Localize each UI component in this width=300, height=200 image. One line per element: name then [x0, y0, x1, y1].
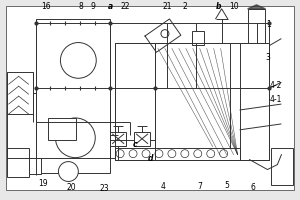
Circle shape: [207, 150, 215, 158]
Bar: [7, 72, 32, 114]
Circle shape: [168, 150, 176, 158]
Circle shape: [181, 150, 189, 158]
Bar: [272, 148, 293, 185]
Text: 20: 20: [67, 183, 76, 192]
Text: c: c: [132, 140, 137, 149]
Text: 22: 22: [121, 2, 130, 11]
Text: 5: 5: [225, 181, 230, 190]
Text: b: b: [215, 2, 221, 11]
Text: 10: 10: [230, 2, 239, 11]
Bar: [35, 19, 110, 173]
Text: 1: 1: [266, 20, 271, 29]
Text: 21: 21: [163, 2, 172, 11]
Bar: [134, 132, 150, 146]
Circle shape: [142, 150, 150, 158]
Bar: [192, 31, 204, 45]
Text: a: a: [108, 2, 113, 11]
Text: 9: 9: [90, 2, 95, 11]
Circle shape: [155, 150, 163, 158]
Text: d: d: [148, 154, 153, 163]
Circle shape: [56, 118, 95, 158]
Bar: [7, 148, 28, 177]
Bar: [248, 9, 266, 43]
Bar: [49, 118, 76, 140]
Bar: [155, 43, 230, 160]
Text: 4: 4: [161, 182, 166, 191]
Circle shape: [58, 162, 78, 181]
Circle shape: [60, 43, 96, 78]
Text: 4-1: 4-1: [269, 95, 282, 104]
Bar: [115, 148, 240, 160]
Text: 3: 3: [266, 53, 271, 62]
Text: 16: 16: [41, 2, 51, 11]
Text: 23: 23: [100, 184, 110, 193]
Circle shape: [161, 30, 169, 38]
Bar: [115, 43, 269, 160]
Text: 8: 8: [78, 2, 83, 11]
Circle shape: [194, 150, 202, 158]
Text: 2: 2: [183, 2, 188, 11]
Polygon shape: [248, 5, 266, 9]
Circle shape: [220, 150, 228, 158]
Text: 4-2: 4-2: [269, 81, 282, 90]
Circle shape: [116, 150, 124, 158]
Bar: [110, 132, 126, 146]
Bar: [28, 158, 40, 174]
Text: 19: 19: [38, 179, 48, 188]
Text: 6: 6: [250, 183, 256, 192]
Circle shape: [129, 150, 137, 158]
Text: 7: 7: [198, 182, 203, 191]
